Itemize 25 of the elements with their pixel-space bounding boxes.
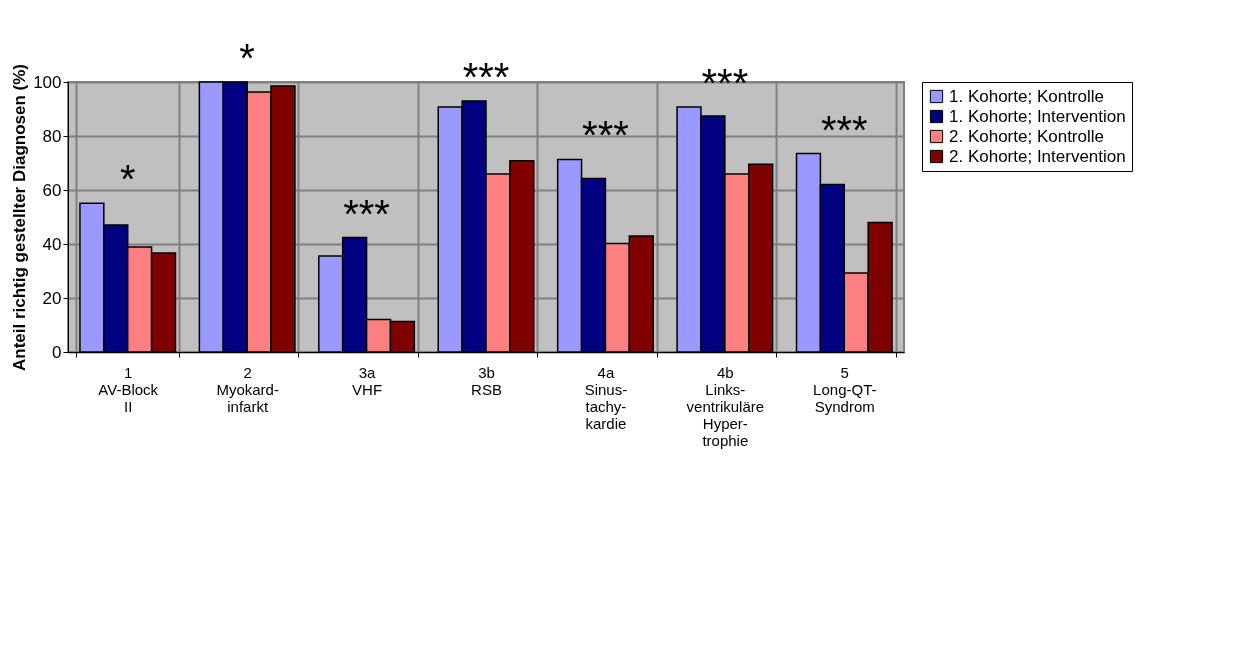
x-tick-label: 5 Long-QT- Syndrom — [813, 363, 877, 415]
x-tick-label: 4a Sinus- tachy- kardie — [584, 363, 628, 432]
y-tick-label: 20 — [42, 288, 62, 308]
y-axis-title: Anteil richtig gestellter Diagnosen (%) — [10, 64, 30, 371]
x-tick-label: 4b Links- ventrikuläre Hyper- trophie — [686, 363, 765, 449]
legend-label: 2. Kohorte; Kontrolle — [949, 126, 1104, 146]
x-tick-label: 3a VHF — [352, 363, 383, 398]
annotation: *** — [701, 61, 749, 106]
x-tick-label: 1 AV-Block II — [98, 363, 159, 415]
annotation: * — [119, 157, 136, 202]
y-tick-label: 40 — [42, 234, 62, 254]
x-tick-label: 2 Myokard- infarkt — [216, 363, 279, 415]
y-tick-label: 0 — [52, 342, 62, 362]
annotation: *** — [820, 107, 868, 152]
text: * — [239, 36, 255, 80]
annotation: *** — [343, 191, 390, 236]
legend-label: 1. Kohorte; Intervention — [949, 106, 1126, 126]
annotation: *** — [462, 54, 510, 99]
y-tick-label: 100 — [33, 72, 62, 92]
legend-label: 1. Kohorte; Kontrolle — [949, 86, 1104, 106]
annotation: *** — [582, 113, 629, 158]
y-tick-label: 60 — [42, 180, 62, 200]
legend-label: 2. Kohorte; Intervention — [949, 146, 1126, 166]
x-tick-label: 3b RSB — [471, 363, 502, 398]
y-tick-label: 80 — [42, 126, 62, 146]
